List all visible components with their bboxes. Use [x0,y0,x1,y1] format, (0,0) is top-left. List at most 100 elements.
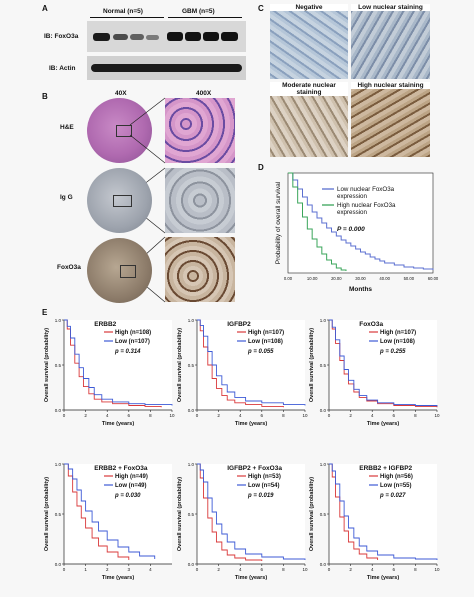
x-tick-label: 0 [196,567,199,572]
stain-tile-label: High nuclear staining [351,82,430,89]
he-zoom-box [116,125,132,137]
legend-label: Low (n=54) [248,483,280,489]
y-axis-label: Overall survival (probability) [177,477,183,551]
chart-e1: 0 2 4 6 8 10 0.0 0.5 1.0 ERBB2 High (n=108) Low (n=… [44,318,175,427]
legend-label: High nuclear FoxO3a [337,202,396,209]
y-tick-label: 0.5 [55,512,62,517]
x-axis-label: Time (years) [235,421,267,427]
p-value: P = 0.000 [337,226,365,233]
km-curve-a [197,319,284,408]
y-tick-label: 0.0 [55,408,62,413]
x-tick-label: 0 [196,413,199,418]
km-curve-b [64,463,156,559]
x-tick-label: 4 [371,413,374,418]
km-curve-b [197,319,306,406]
x-tick-label: 2 [349,413,352,418]
x-tick-label: 6 [128,413,131,418]
stain-tile-negative: Negative [270,4,348,79]
plot-area [329,320,437,410]
col-400x-label: 400X [196,90,212,97]
foxo3a-400x-image [165,237,235,302]
igg-zoom-box [113,195,132,207]
y-axis-label: Probability of overall survival [275,181,282,264]
legend-label: Low (n=107) [115,339,150,345]
chart-title: FoxO3a [359,321,383,328]
row-label-he: H&E [60,124,74,131]
p-value: p = 0.255 [379,349,406,355]
blot-band [221,32,238,41]
blot-band [113,34,128,40]
legend-label: High (n=53) [248,474,281,480]
legend-label: High (n=49) [115,474,148,480]
x-axis-label: Time (years) [367,421,399,427]
x-tick-label: 50.00 [404,276,415,281]
legend-label: Low (n=55) [380,483,412,489]
x-tick-label: 0 [328,567,331,572]
x-tick-label: 30.00 [355,276,366,281]
blot-row-actin-label: IB: Actin [49,65,76,72]
x-tick-label: 8 [149,413,152,418]
km-curve-a [329,319,438,408]
km-curve-b [64,319,173,406]
panel-label-e: E [42,308,48,317]
x-tick-label: 0 [63,567,66,572]
blot-band [185,32,201,41]
plot-area [64,320,172,410]
panel-label-d: D [258,163,264,172]
chart-e6: 0 2 4 6 8 10 0.0 0.5 1.0 ERBB2 + IGFBP2 High (n=56… [309,462,440,581]
y-tick-label: 0.0 [188,408,195,413]
x-tick-label: 6 [261,413,264,418]
y-axis-label: Overall survival (probability) [177,328,183,402]
he-400x-image [165,98,235,163]
x-tick-label: 3 [128,567,131,572]
blot-group-gbm: GBM (n=5) [182,8,215,15]
legend-label: High (n=108) [115,330,151,336]
blot-band [203,32,219,41]
stain-tile-low: Low nuclear staining [351,4,430,79]
y-tick-label: 0.5 [320,363,327,368]
igg-core-image [87,168,152,233]
legend-label: Low (n=49) [115,483,147,489]
x-tick-label: 4 [239,413,242,418]
y-tick-label: 0.0 [188,562,195,567]
x-tick-label: 10 [434,413,440,418]
x-tick-label: 10.00 [307,276,318,281]
km-curve-b [329,319,438,407]
y-tick-label: 1.0 [55,462,62,467]
x-tick-label: 2 [106,567,109,572]
p-value: p = 0.314 [114,349,141,355]
legend-label: High (n=56) [380,474,413,480]
x-tick-label: 8 [414,413,417,418]
stain-tile-label: Moderate nuclear staining [270,82,348,96]
km-curve-b [197,463,306,560]
blot-band [93,33,110,41]
km-curve [288,172,434,270]
chart-title: IGFBP2 [227,321,251,328]
foxo3a-core-image [87,238,152,303]
x-tick-label: 6 [261,567,264,572]
km-curve-b [329,463,438,560]
x-tick-label: 8 [282,413,285,418]
chart-title: ERBB2 + IGFBP2 [359,465,412,472]
p-value: p = 0.027 [379,493,406,499]
p-value: p = 0.030 [114,493,141,499]
x-tick-label: 0 [63,413,66,418]
x-tick-label: 8 [414,567,417,572]
row-label-foxo3a: FoxO3a [57,264,81,271]
x-tick-label: 10 [169,413,175,418]
x-tick-label: 10 [302,413,308,418]
x-axis-label: Time (years) [235,575,267,581]
legend-label: Low nuclear FoxO3a [337,186,395,193]
x-tick-label: 0 [328,413,331,418]
legend-label: Low (n=108) [248,339,283,345]
y-tick-label: 0.0 [320,408,327,413]
y-axis-label: Overall survival (probability) [44,328,50,402]
p-value: p = 0.055 [247,349,274,355]
blot-actin-membrane [87,56,246,80]
y-tick-label: 1.0 [320,462,327,467]
x-tick-label: 1 [84,567,87,572]
x-tick-label: 4 [371,567,374,572]
panel-label-b: B [42,92,48,101]
y-tick-label: 0.5 [320,512,327,517]
x-tick-label: 2 [349,567,352,572]
